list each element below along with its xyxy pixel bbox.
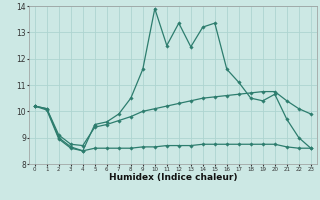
X-axis label: Humidex (Indice chaleur): Humidex (Indice chaleur) (108, 173, 237, 182)
